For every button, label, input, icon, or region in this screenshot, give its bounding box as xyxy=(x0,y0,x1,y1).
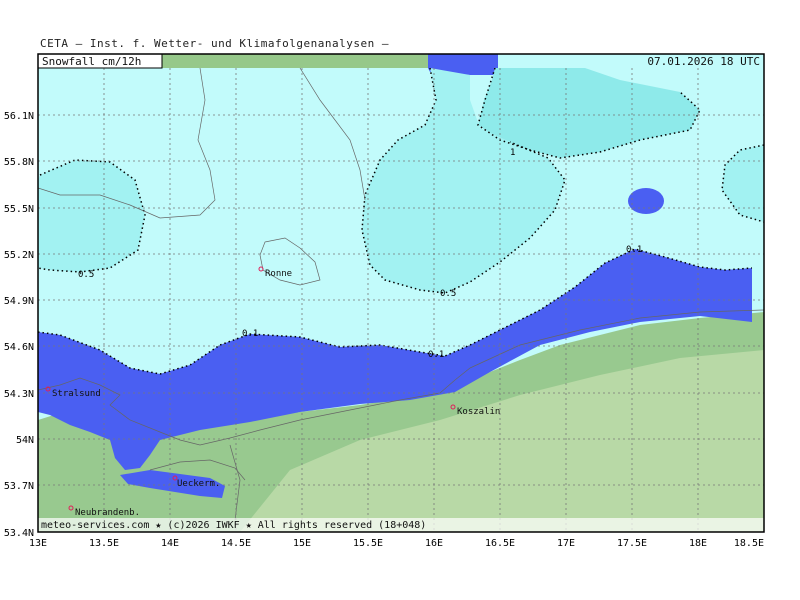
x-tick-label: 15.5E xyxy=(353,538,383,549)
y-tick-label: 55.8N xyxy=(4,157,34,168)
x-tick-label: 13E xyxy=(29,538,47,549)
parameter-label: Snowfall cm/12h xyxy=(42,55,141,68)
x-axis-ticks: 13E 13.5E 14E 14.5E 15E 15.5E 16E 16.5E … xyxy=(29,538,764,549)
footer-credit: meteo-services.com ★ (c)2026 IWKF ★ All … xyxy=(41,520,426,531)
header-bar: Snowfall cm/12h 07.01.2026 18 UTC xyxy=(37,53,764,69)
city-label: Ronne xyxy=(265,269,292,279)
y-tick-label: 55.5N xyxy=(4,204,34,215)
contour-1 xyxy=(477,68,701,159)
x-tick-label: 17.5E xyxy=(617,538,647,549)
contour-label: 1 xyxy=(510,148,515,158)
coastlines xyxy=(38,68,764,521)
x-tick-label: 13.5E xyxy=(89,538,119,549)
footer-bar: meteo-services.com ★ (c)2026 IWKF ★ All … xyxy=(38,518,764,532)
precip-lagoon xyxy=(120,470,225,498)
city-markers: Ronne Stralsund Koszalin Ueckerm. Neubra… xyxy=(45,266,500,518)
x-tick-label: 14E xyxy=(161,538,179,549)
sweden-coast xyxy=(38,68,216,219)
contour-label: 0.1 xyxy=(626,245,642,255)
contour-05-center xyxy=(361,68,566,294)
precip-blob xyxy=(628,188,664,214)
x-tick-label: 17E xyxy=(557,538,575,549)
y-tick-label: 53.4N xyxy=(4,528,34,539)
y-tick-label: 54.9N xyxy=(4,296,34,307)
city-marker xyxy=(68,505,74,511)
city-label: Koszalin xyxy=(457,407,500,417)
contour-lines xyxy=(38,68,764,375)
contour-01 xyxy=(38,248,753,375)
city-marker xyxy=(450,404,456,410)
x-tick-label: 16E xyxy=(425,538,443,549)
contour-05-west xyxy=(38,159,146,273)
grid-lines xyxy=(38,68,764,532)
german-coast xyxy=(38,367,471,446)
y-tick-label: 54N xyxy=(16,435,34,446)
y-tick-label: 54.3N xyxy=(4,389,34,400)
city-marker xyxy=(172,475,178,481)
x-tick-label: 18E xyxy=(689,538,707,549)
polish-coast xyxy=(469,309,764,369)
contour-label: 0.5 xyxy=(440,289,456,299)
snowfall-05-area-east xyxy=(722,145,764,222)
bornholm-outline xyxy=(259,237,321,286)
contour-label: 0.1 xyxy=(428,350,444,360)
x-tick-label: 14.5E xyxy=(221,538,251,549)
y-tick-label: 56.1N xyxy=(4,111,34,122)
map-frame xyxy=(37,53,765,533)
contour-label-group: 0.5 0.5 1 0.1 0.1 0.1 xyxy=(78,148,642,360)
y-tick-label: 54.6N xyxy=(4,342,34,353)
chart-title: CETA – Inst. f. Wetter- und Klimafolgena… xyxy=(40,37,390,50)
x-tick-label: 15E xyxy=(293,538,311,549)
city-label: Neubrandenb. xyxy=(75,508,140,518)
city-label: Stralsund xyxy=(52,389,101,399)
snowfall-gt1-area xyxy=(478,68,700,158)
snowfall-05-area-center xyxy=(362,68,565,293)
sweden-coast-east xyxy=(299,68,366,201)
city-marker xyxy=(258,266,264,272)
border-line xyxy=(229,444,241,521)
city-marker xyxy=(45,386,51,392)
city-label: Ueckerm. xyxy=(177,479,220,489)
land-light-area xyxy=(240,350,764,532)
contour-label: 0.1 xyxy=(242,329,258,339)
precip-top-strip xyxy=(428,68,498,75)
valid-time: 07.01.2026 18 UTC xyxy=(647,55,760,68)
snowfall-05-area-west xyxy=(38,160,145,272)
y-tick-label: 53.7N xyxy=(4,481,34,492)
contour-label: 0.5 xyxy=(78,270,94,280)
x-tick-label: 16.5E xyxy=(485,538,515,549)
x-tick-label: 18.5E xyxy=(734,538,764,549)
precip-band xyxy=(38,249,752,470)
y-axis-ticks: 56.1N 55.8N 55.5N 55.2N 54.9N 54.6N 54.3… xyxy=(4,111,34,539)
y-tick-label: 55.2N xyxy=(4,250,34,261)
